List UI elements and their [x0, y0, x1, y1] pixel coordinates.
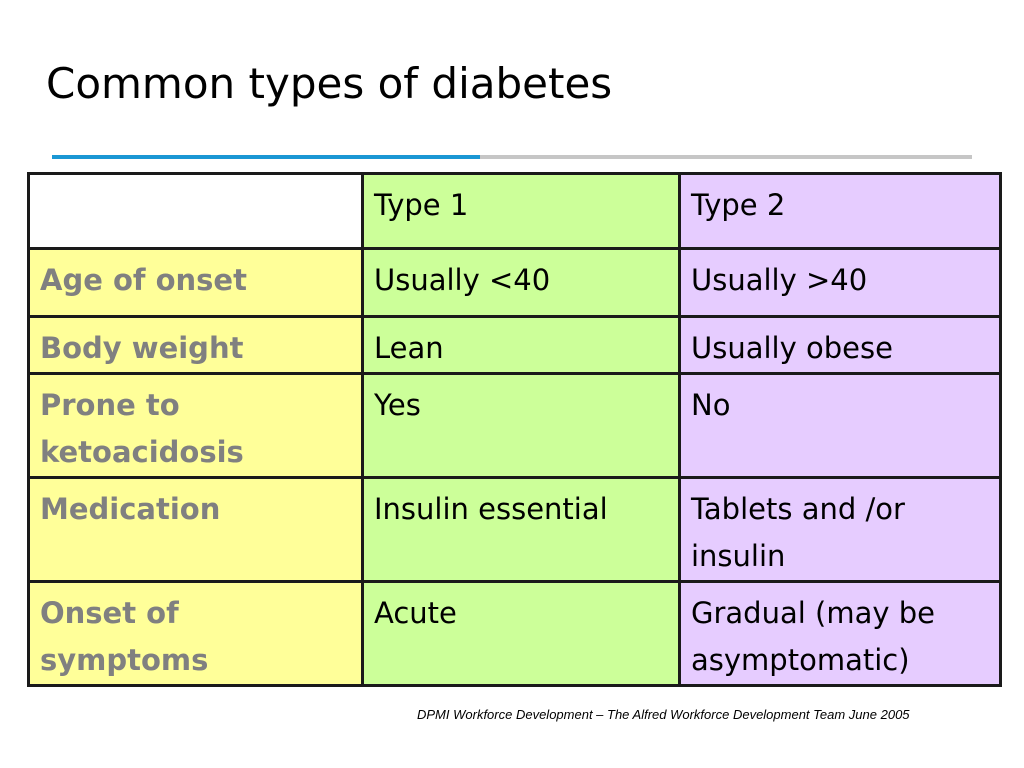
header-type-1: Type 1	[361, 172, 681, 250]
table-corner-cell	[27, 172, 364, 250]
table-row: Age of onset Usually <40 Usually >40	[27, 247, 1002, 318]
table-row: Onset of symptoms Acute Gradual (may be …	[27, 580, 1002, 687]
title-underline-rest	[480, 155, 972, 159]
slide-title: Common types of diabetes	[46, 59, 613, 108]
type-1-cell: Usually <40	[361, 247, 681, 318]
type-2-cell: Gradual (may be asymptomatic)	[678, 580, 1002, 687]
diabetes-comparison-table: Type 1 Type 2 Age of onset Usually <40 U…	[27, 172, 1002, 687]
type-1-cell: Insulin essential	[361, 476, 681, 583]
row-label: Onset of symptoms	[27, 580, 364, 687]
row-label: Medication	[27, 476, 364, 583]
table-row: Medication Insulin essential Tablets and…	[27, 476, 1002, 583]
type-2-cell: Usually obese	[678, 315, 1002, 375]
row-label: Body weight	[27, 315, 364, 375]
type-1-cell: Acute	[361, 580, 681, 687]
header-type-2: Type 2	[678, 172, 1002, 250]
type-2-cell: Tablets and /or insulin	[678, 476, 1002, 583]
type-2-cell: No	[678, 372, 1002, 479]
table-row: Prone to ketoacidosis Yes No	[27, 372, 1002, 479]
type-1-cell: Yes	[361, 372, 681, 479]
slide-footer: DPMI Workforce Development – The Alfred …	[417, 707, 910, 722]
type-1-cell: Lean	[361, 315, 681, 375]
title-underline-accent	[52, 155, 480, 159]
table-row: Body weight Lean Usually obese	[27, 315, 1002, 375]
row-label: Age of onset	[27, 247, 364, 318]
row-label: Prone to ketoacidosis	[27, 372, 364, 479]
table-header-row: Type 1 Type 2	[27, 172, 1002, 250]
type-2-cell: Usually >40	[678, 247, 1002, 318]
